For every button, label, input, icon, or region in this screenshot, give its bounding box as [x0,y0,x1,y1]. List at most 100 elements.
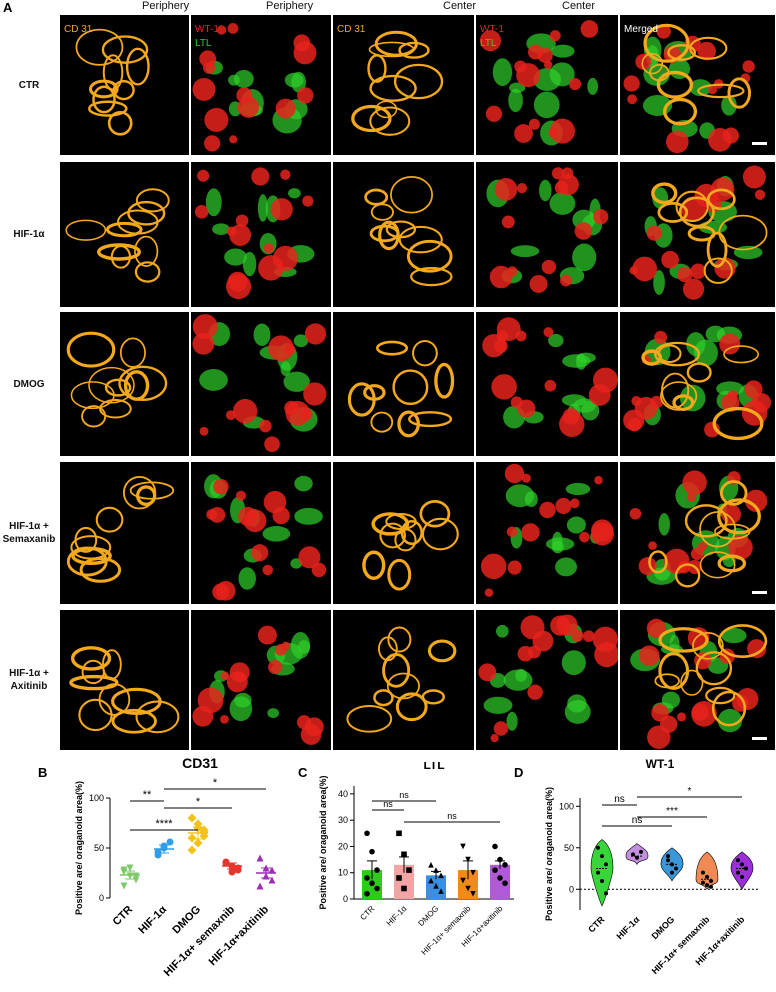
wt1-signal [215,581,236,601]
row-label-0: CTR [0,79,58,92]
ltl-signal [555,557,578,577]
data-point [465,885,471,892]
wt1-signal [556,614,578,636]
data-point [502,862,508,868]
data-point [120,882,128,890]
ltl-signal [576,353,587,370]
micrograph-image [346,626,457,733]
cd31-vessel [105,221,143,238]
data-point [406,867,412,873]
cd31-vessel [699,551,736,579]
cd31-vessel [667,44,697,61]
ltl-signal [496,624,509,638]
micrograph-tile: CD 31 [333,15,474,155]
data-point [596,870,600,875]
row-label-line: Semaxanib [2,534,56,545]
ltl-signal [587,77,599,95]
data-point [187,845,197,855]
cd31-vessel [398,225,443,254]
micrograph-tile: WT-1 LTL [191,15,331,155]
x-tick-label: HIF-1α [136,903,169,936]
scale-bar [752,591,767,594]
data-point [465,856,471,863]
wt1-signal [632,256,658,282]
cd31-vessel [386,672,420,700]
micrograph-image [479,20,599,146]
cd31-vessel [368,41,415,58]
cd31-vessel [684,504,728,538]
significance-label: ns [399,790,409,800]
ltl-signal [567,694,587,713]
micrograph-tile [476,312,618,456]
micrograph-tile [476,462,618,604]
y-tick-label: 0 [99,893,104,903]
violin [730,851,754,890]
wt1-signal [592,626,618,652]
data-point [740,862,744,867]
significance-label: * [196,796,201,808]
wt1-signal [521,523,540,542]
micrograph-tile [476,610,618,750]
ltl-signal [212,223,230,235]
channel-label-wt1: WT-1 [195,24,219,35]
ltl-signal [233,70,254,88]
wt1-signal [484,588,494,597]
wt1-signal [593,209,609,225]
micrograph-tile [60,312,189,456]
data-point [502,880,508,887]
wt1-signal [268,659,283,675]
wt1-signal [744,380,763,399]
row-label-2: DMOG [0,378,58,391]
x-tick-label: CTR [111,904,136,929]
ltl-signal [290,632,311,659]
cd31-vessel [70,535,112,560]
cd31-vessel [663,97,698,126]
wt1-signal [690,547,704,561]
data-point [736,858,740,863]
row-label-1: HIF-1α [0,228,58,241]
y-tick-label: 0 [343,894,348,904]
data-point [470,869,476,876]
ltl-signal [533,68,562,92]
wt1-signal [263,243,274,254]
cd31-vessel [66,546,108,577]
x-tick-label: HIF-1α+ semaxnib [650,914,712,976]
ltl-signal [257,194,268,222]
wt1-signal [629,507,642,520]
wt1-signal [490,734,499,743]
wt1-signal [736,687,759,710]
cd31-vessel [129,481,175,500]
row-label-line: Axitinib [10,681,48,692]
wt1-signal [281,641,291,651]
wt1-signal [192,332,215,355]
significance-label: *** [666,806,678,817]
wt1-signal [691,703,709,721]
cd31-vessel [680,669,704,696]
wt1-signal [303,382,327,406]
ltl-signal [539,179,552,202]
data-point [433,867,439,873]
data-point [600,878,604,883]
wt1-signal [562,408,580,425]
x-tick-label: CTR [358,904,376,922]
cd31-vessel [410,267,453,287]
wt1-signal [714,257,736,279]
micrograph-tile [191,462,331,604]
cd31-vessel [648,550,668,574]
column-header-1: Periphery [142,0,190,12]
ltl-signal [262,525,291,542]
data-point [154,848,162,856]
wt1-signal [258,255,284,281]
bar [490,864,510,899]
data-point [596,845,600,850]
cd31-vessel [370,203,394,221]
wt1-signal [544,379,557,392]
wt1-signal [514,124,533,143]
x-tick-label: DMOG [416,904,440,928]
cd31-vessel [346,704,393,733]
wt1-signal [262,564,273,576]
wt1-signal [293,34,311,52]
data-point [268,876,276,884]
cd31-vessel [135,700,180,734]
data-point [492,867,498,873]
